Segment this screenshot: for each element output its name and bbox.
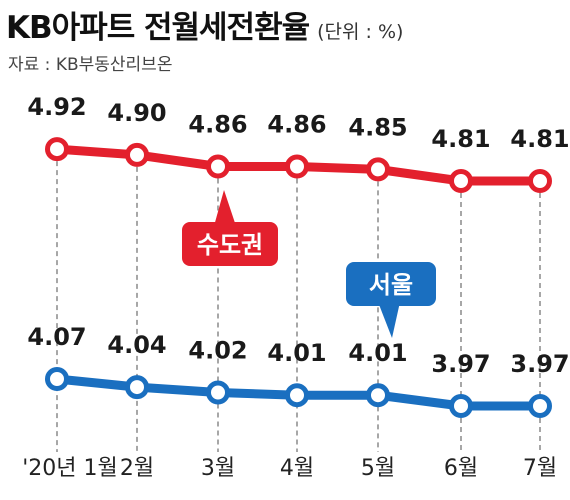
value-label-capital: 4.86 <box>267 111 326 139</box>
x-tick-label: 5월 <box>361 456 395 481</box>
value-label-seoul: 4.01 <box>267 339 326 367</box>
x-tick-label: 6월 <box>444 456 478 481</box>
value-label-capital: 4.90 <box>107 99 166 127</box>
callout-tail-seoul <box>378 302 400 338</box>
data-point-capital <box>285 154 309 179</box>
series-name-capital: 수도권 <box>197 231 263 259</box>
value-label-capital: 4.92 <box>27 93 86 121</box>
source-note: 자료 : KB부동산리브온 <box>8 55 173 75</box>
value-label-seoul: 4.07 <box>27 323 86 351</box>
value-label-seoul: 3.97 <box>431 350 490 378</box>
callout-box-seoul <box>346 262 436 306</box>
data-point-seoul <box>449 394 473 418</box>
unit-label: (단위 : %) <box>317 21 404 43</box>
data-point-capital <box>366 157 390 182</box>
data-point-capital <box>45 137 69 162</box>
x-tick-label: 2월 <box>120 456 154 481</box>
value-label-capital: 4.85 <box>348 113 407 141</box>
value-label-capital: 4.86 <box>188 111 247 139</box>
x-tick-label: 3월 <box>201 456 235 481</box>
x-tick-label: '20년 1월 <box>22 456 118 481</box>
chart-title: KB아파트 전월세전환율 <box>6 10 310 46</box>
data-point-seoul <box>366 383 390 408</box>
data-point-seoul <box>285 383 309 408</box>
callout-tail-capital <box>214 190 236 226</box>
value-label-seoul: 4.02 <box>188 337 247 365</box>
x-tick-label: 7월 <box>523 456 557 481</box>
data-point-capital <box>528 169 552 193</box>
data-point-seoul <box>45 367 69 391</box>
callout-box-capital <box>182 222 278 266</box>
x-tick-label: 4월 <box>280 456 314 481</box>
data-point-seoul <box>125 375 149 400</box>
data-point-capital <box>206 154 230 179</box>
value-label-capital: 4.81 <box>431 125 490 153</box>
value-label-seoul: 4.01 <box>348 339 407 367</box>
data-point-seoul <box>528 394 552 418</box>
data-point-capital <box>449 169 473 193</box>
value-label-capital: 4.81 <box>510 125 569 153</box>
data-point-seoul <box>206 380 230 405</box>
value-label-seoul: 3.97 <box>510 350 569 378</box>
data-point-capital <box>125 142 149 167</box>
value-label-seoul: 4.04 <box>107 331 166 359</box>
title-row: KB아파트 전월세전환율 (단위 : %) <box>6 2 403 47</box>
series-name-seoul: 서울 <box>369 271 413 299</box>
